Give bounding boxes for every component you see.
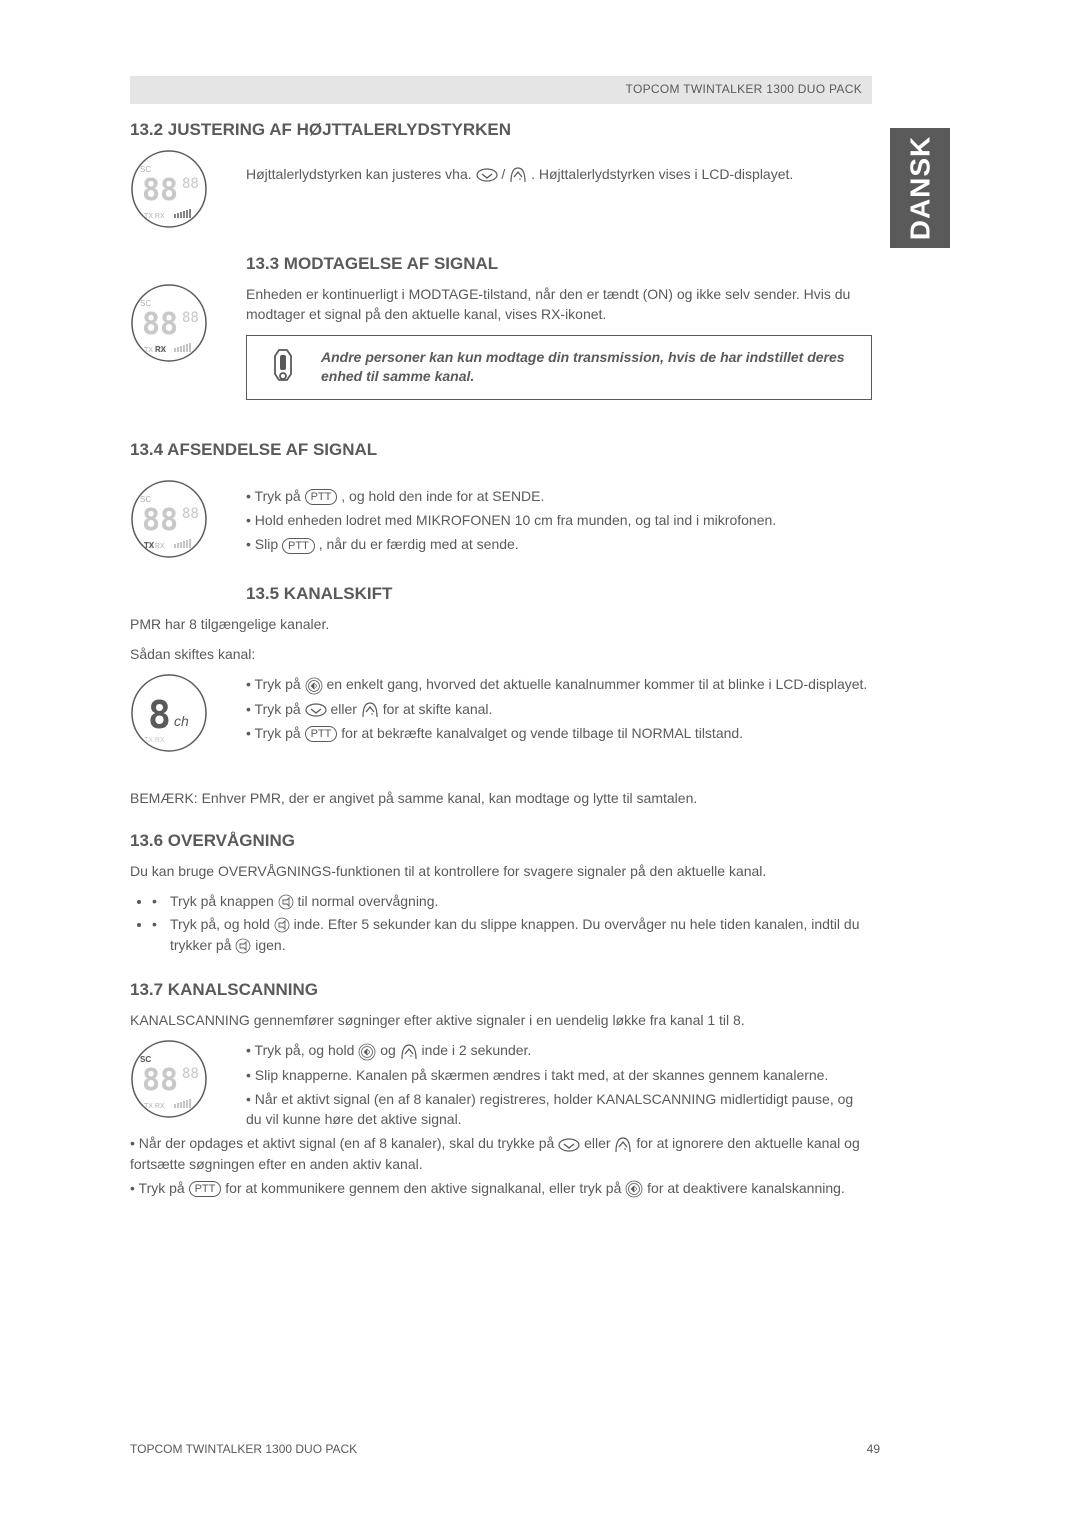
lcd-icon bbox=[130, 150, 208, 228]
up-icon bbox=[361, 701, 379, 719]
s137-intro: KANALSCANNING gennemfører søgninger efte… bbox=[130, 1010, 872, 1030]
lcd-icon: TX bbox=[130, 480, 208, 558]
section-13-3-title: 13.3 MODTAGELSE AF SIGNAL bbox=[246, 254, 872, 274]
header-product: TOPCOM TWINTALKER 1300 DUO PACK bbox=[626, 82, 862, 96]
section-13-7-title: 13.7 KANALSCANNING bbox=[130, 980, 872, 1000]
menu-icon bbox=[305, 677, 323, 695]
ptt-icon: PTT bbox=[282, 538, 315, 554]
header-bar: TOPCOM TWINTALKER 1300 DUO PACK bbox=[130, 76, 872, 104]
footer-product: TOPCOM TWINTALKER 1300 DUO PACK bbox=[130, 1442, 357, 1456]
svg-text:TX: TX bbox=[144, 541, 155, 550]
ptt-icon: PTT bbox=[305, 489, 338, 505]
menu-icon bbox=[358, 1043, 376, 1061]
down-icon bbox=[558, 1138, 580, 1152]
up-icon bbox=[614, 1136, 632, 1154]
s135-intro2: Sådan skiftes kanal: bbox=[130, 644, 872, 664]
language-label: DANSK bbox=[904, 136, 936, 241]
s133-para: Enheden er kontinuerligt i MODTAGE-tilst… bbox=[130, 284, 872, 325]
svg-text:TX RX: TX RX bbox=[144, 737, 165, 744]
ptt-icon: PTT bbox=[189, 1181, 222, 1197]
exclamation-icon bbox=[261, 346, 305, 390]
notice-box: Andre personer kan kun modtage din trans… bbox=[246, 335, 872, 400]
s135-list: • Tryk på en enkelt gang, hvorved det ak… bbox=[130, 674, 872, 743]
lcd-icon: RX bbox=[130, 284, 208, 362]
s132-text: Højttalerlydstyrken kan justeres vha. / … bbox=[130, 150, 872, 184]
language-tab: DANSK bbox=[890, 128, 950, 248]
svg-text:8: 8 bbox=[148, 693, 171, 737]
up-icon bbox=[509, 166, 527, 184]
page-number: 49 bbox=[867, 1442, 880, 1456]
page-content: 13.2 JUSTERING AF HØJTTALERLYDSTYRKEN Hø… bbox=[130, 120, 872, 1220]
svg-text:SC: SC bbox=[140, 1055, 151, 1064]
s136-intro: Du kan bruge OVERVÅGNINGS-funktionen til… bbox=[130, 861, 872, 881]
svg-text:ch: ch bbox=[174, 713, 189, 729]
s135-note: BEMÆRK: Enhver PMR, der er angivet på sa… bbox=[130, 788, 872, 808]
s134-list: • Tryk på PTT , og hold den inde for at … bbox=[130, 480, 872, 555]
monitor-icon bbox=[235, 938, 251, 954]
s136-list: Tryk på knappen til normal overvågning. … bbox=[152, 891, 872, 956]
section-13-2-title: 13.2 JUSTERING AF HØJTTALERLYDSTYRKEN bbox=[130, 120, 872, 140]
menu-icon bbox=[625, 1180, 643, 1198]
monitor-icon bbox=[274, 917, 290, 933]
svg-text:RX: RX bbox=[155, 345, 167, 354]
section-13-6-title: 13.6 OVERVÅGNING bbox=[130, 831, 872, 851]
section-13-5-title: 13.5 KANALSKIFT bbox=[246, 584, 872, 604]
down-icon bbox=[305, 703, 327, 717]
monitor-icon bbox=[278, 894, 294, 910]
lcd-icon: SC bbox=[130, 1040, 208, 1118]
s135-intro1: PMR har 8 tilgængelige kanaler. bbox=[130, 614, 872, 634]
up-icon bbox=[400, 1043, 418, 1061]
section-13-4-title: 13.4 AFSENDELSE AF SIGNAL bbox=[130, 440, 872, 460]
ptt-icon: PTT bbox=[305, 726, 338, 742]
s137-list: • Tryk på, og hold og inde i 2 sekunder.… bbox=[130, 1040, 872, 1198]
lcd-icon: 8 ch TX RX bbox=[130, 674, 208, 752]
down-icon bbox=[476, 168, 498, 182]
